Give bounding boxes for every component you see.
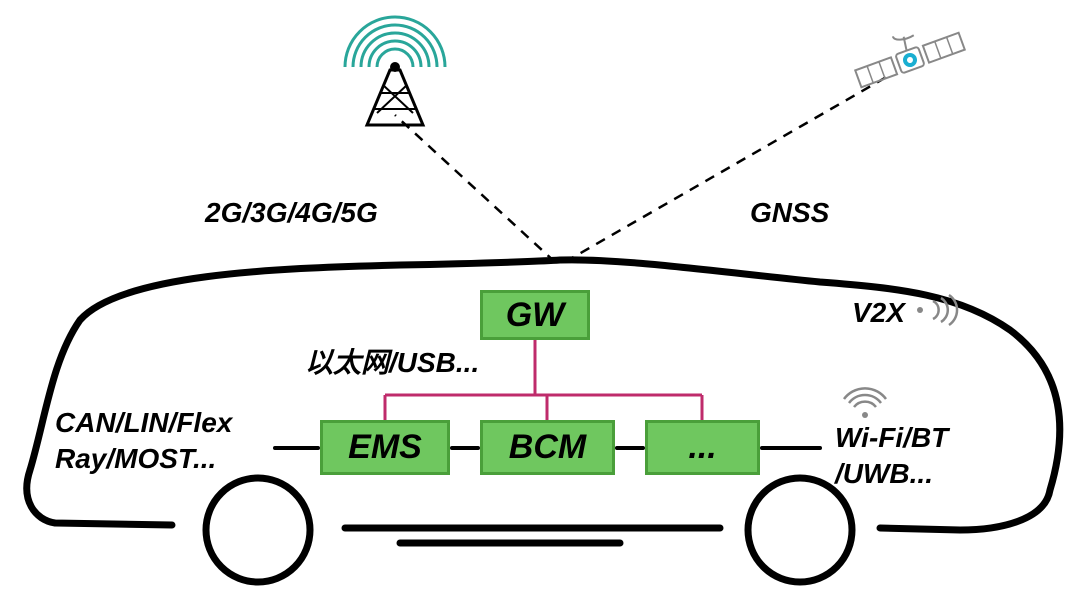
node-gw: GW — [480, 290, 590, 340]
cell-tower-icon — [345, 17, 445, 125]
satellite-icon — [849, 15, 965, 88]
node-ems: EMS — [320, 420, 450, 475]
node-more-label: ... — [688, 428, 716, 467]
label-ethernet: 以太网/USB... — [305, 345, 479, 381]
label-v2x: V2X — [852, 295, 905, 331]
label-wifi: Wi-Fi/BT /UWB... — [835, 420, 948, 493]
v2x-waves-icon — [917, 295, 957, 325]
label-can: CAN/LIN/Flex Ray/MOST... — [55, 405, 232, 478]
node-gw-label: GW — [506, 296, 565, 335]
wireless-links — [395, 75, 890, 262]
wifi-waves-icon — [844, 388, 886, 418]
node-ems-label: EMS — [348, 428, 422, 467]
node-bcm-label: BCM — [509, 428, 586, 467]
node-bcm: BCM — [480, 420, 615, 475]
label-cellular: 2G/3G/4G/5G — [205, 195, 378, 231]
node-more: ... — [645, 420, 760, 475]
label-gnss: GNSS — [750, 195, 829, 231]
